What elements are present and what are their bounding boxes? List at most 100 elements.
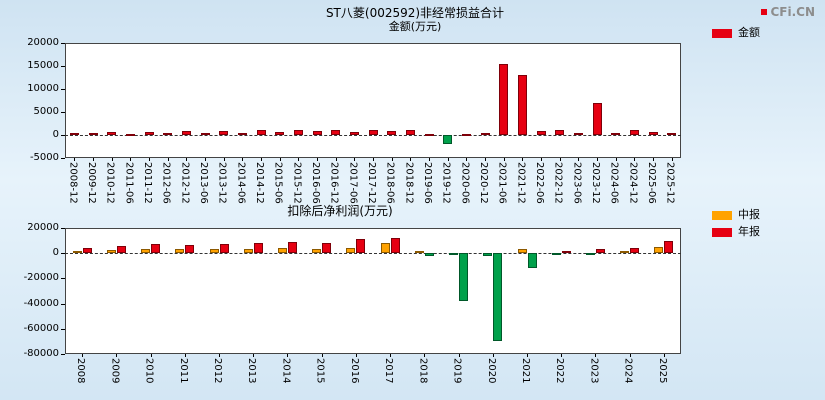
bar-2019-年报 [459,253,469,302]
bar-2024-06 [611,133,621,136]
y-tick-mark [61,66,65,67]
bar-2021-中报 [517,249,527,254]
x-tick-mark [485,158,486,161]
bar-2008-年报 [82,248,92,254]
y-tick-label: 20000 [27,222,59,233]
x-tick-label: 2023 [588,358,600,384]
x-tick-mark [298,158,300,161]
x-tick-mark [186,158,188,161]
bar-2020-12 [480,132,490,135]
x-tick-label: 2012-12 [179,162,191,204]
y-tick-label: -60000 [23,322,59,334]
x-tick-mark [205,158,206,161]
bar-2018-年报 [424,253,434,256]
bar-2012-12 [181,131,191,135]
x-tick-mark [167,158,169,161]
x-tick-mark [466,158,468,161]
legend-item-interim: 中报 [712,209,760,221]
x-tick-label: 2017-06 [347,162,359,204]
y-tick-label: 0 [52,129,59,140]
x-tick-label: 2011 [177,358,189,384]
x-tick-mark [634,158,636,161]
x-tick-label: 2025 [656,358,668,384]
y-tick-label: 10000 [27,83,59,94]
bar-2025-12 [667,133,677,136]
x-tick-mark [335,158,337,161]
bar-2020-年报 [493,253,503,342]
bar-2010-12 [107,132,117,135]
x-tick-mark [279,158,281,161]
x-tick-mark [424,354,426,357]
x-tick-label: 2019-12 [440,162,452,204]
x-tick-label: 2014-12 [254,162,265,204]
x-tick-mark [116,354,118,357]
bar-2010-中报 [141,249,151,254]
x-tick-label: 2021 [520,358,531,384]
bar-2024-年报 [630,248,640,254]
bar-2024-中报 [620,250,630,254]
top-chart-subtitle: 金额(万元) [388,20,442,33]
x-tick-label: 2022 [554,358,566,384]
x-tick-label: 2023-12 [590,162,601,204]
bar-2012-中报 [209,249,219,254]
plot-area [65,43,681,158]
bar-2016-中报 [346,247,356,254]
x-tick-mark [390,354,392,357]
bar-2012-06 [163,133,173,136]
y-tick-mark [61,253,65,255]
bar-2016-06 [312,131,322,135]
bar-2014-06 [237,132,247,135]
x-tick-label: 2014-06 [235,162,247,204]
bar-2021-12 [517,75,527,135]
x-tick-label: 2019 [451,358,463,384]
y-tick-mark [61,228,65,229]
bar-2022-12 [555,129,565,135]
y-tick-label: -40000 [23,297,59,309]
x-tick-mark [522,158,524,161]
x-tick-label: 2009-12 [86,162,97,204]
bar-2021-06 [499,63,509,135]
x-tick-mark [82,354,84,357]
zero-line [65,135,681,136]
legend-label-interim: 中报 [738,208,760,221]
cfi-logo-icon [761,9,768,15]
legend-swatch-interim [712,210,732,220]
x-tick-mark [541,158,542,161]
y-tick-label: 0 [52,247,59,259]
bar-2012-年报 [219,243,229,254]
x-tick-mark [458,354,460,357]
y-tick-label: 15000 [27,60,59,71]
x-tick-mark [219,354,220,357]
bottom-chart-titles: 扣除后净利润(万元) [65,204,615,218]
legend-swatch-amount [712,28,732,38]
bar-2011-年报 [185,245,195,254]
x-tick-label: 2012 [212,358,223,384]
x-tick-label: 2022-06 [534,162,545,204]
legend-label-annual: 年报 [738,225,760,238]
y-tick-mark [61,43,65,44]
bar-2017-年报 [390,238,400,254]
bar-2014-年报 [287,241,297,254]
x-tick-mark [615,158,617,161]
x-tick-label: 2009 [109,358,121,384]
x-tick-mark [242,158,244,161]
y-tick-label: -20000 [23,272,59,284]
cfi-logo: CFi.CN [761,5,815,19]
x-tick-label: 2014 [280,358,292,384]
x-tick-mark [527,354,528,357]
bar-2018-中报 [414,251,424,254]
net-profit-chart: 扣除后净利润(万元) 中报 年报 20000 0 -20000 -40000 -6000… [0,200,825,400]
x-tick-label: 2011-12 [142,162,153,204]
x-tick-mark [503,158,505,161]
x-tick-mark [321,354,323,357]
x-tick-label: 2017 [383,358,395,384]
bar-2011-06 [125,133,135,136]
bar-2015-中报 [312,248,322,254]
x-tick-label: 2021-12 [515,162,527,204]
y-tick-mark [61,112,65,113]
x-tick-mark [111,158,113,161]
nonrecurring-gains-chart: ST八菱(002592)非经常损益合计 金额(万元) 金额 20000 15000… [27,6,760,204]
legend-item-amount: 金额 [712,27,760,39]
x-tick-label: 2022-12 [552,162,564,204]
x-tick-mark [597,158,598,161]
